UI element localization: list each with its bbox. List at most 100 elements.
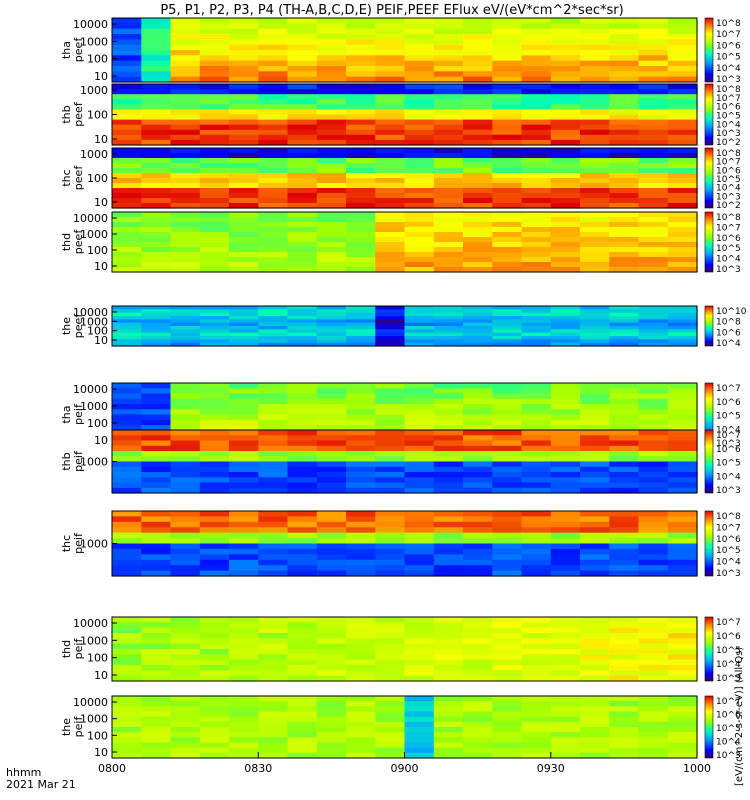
heatmap-cell xyxy=(141,622,172,629)
heatmap-cell xyxy=(258,71,289,78)
heatmap-cell xyxy=(375,217,406,223)
heatmap-cell xyxy=(667,306,698,310)
heatmap-cell xyxy=(638,306,669,310)
heatmap-cell xyxy=(492,617,523,623)
heatmap-cell xyxy=(258,633,289,639)
heatmap-cell xyxy=(346,527,376,534)
heatmap-cell xyxy=(375,139,406,146)
heatmap-cell xyxy=(141,711,172,718)
heatmap-cell xyxy=(141,466,172,473)
heatmap-cell xyxy=(199,487,230,494)
heatmap-cell xyxy=(229,752,259,759)
heatmap-cell xyxy=(404,55,435,62)
heatmap-cell xyxy=(667,649,698,655)
heatmap-cell xyxy=(375,654,406,661)
heatmap-cell xyxy=(170,445,201,452)
y-tick-label: 1000 xyxy=(80,315,108,328)
heatmap-cell xyxy=(141,430,172,436)
heatmap-cell xyxy=(287,217,318,223)
heatmap-cell xyxy=(550,309,581,314)
heatmap-cell xyxy=(638,696,669,702)
heatmap-cell xyxy=(287,319,318,324)
heatmap-cell xyxy=(316,548,347,555)
heatmap-cell xyxy=(112,706,142,713)
heatmap-cell xyxy=(316,50,347,56)
colorbar-tick-label: 10^3 xyxy=(716,75,741,85)
heatmap-cell xyxy=(404,409,435,416)
heatmap-cell xyxy=(375,559,406,566)
heatmap-cell xyxy=(229,627,259,634)
heatmap-cell xyxy=(346,316,376,320)
heatmap-cell xyxy=(229,554,259,561)
heatmap-cell xyxy=(609,404,640,410)
heatmap-cell xyxy=(375,28,406,35)
heatmap-cell xyxy=(258,163,289,169)
heatmap-cell xyxy=(492,472,523,478)
heatmap-cell xyxy=(463,543,493,550)
heatmap-cell xyxy=(141,665,172,671)
heatmap-cell xyxy=(199,721,230,728)
heatmap-cell xyxy=(112,398,142,405)
heatmap-cell xyxy=(316,168,347,174)
heatmap-cell xyxy=(492,554,523,561)
heatmap-cell xyxy=(316,654,347,661)
heatmap-cell xyxy=(258,425,289,431)
heatmap-cell xyxy=(492,319,523,324)
panel-ylabel: peif xyxy=(72,532,85,554)
heatmap-cell xyxy=(404,554,435,561)
heatmap-cell xyxy=(112,559,142,566)
heatmap-cell xyxy=(550,203,581,209)
heatmap-cell xyxy=(316,18,347,24)
heatmap-cell xyxy=(550,617,581,623)
heatmap-cell xyxy=(667,622,698,629)
heatmap-cell xyxy=(316,430,347,436)
heatmap-cell xyxy=(375,119,406,126)
heatmap-cell xyxy=(170,548,201,555)
heatmap-cell xyxy=(638,721,669,728)
heatmap-cell xyxy=(580,727,610,733)
heatmap-cell xyxy=(580,193,610,199)
heatmap-cell xyxy=(550,696,581,702)
heatmap-cell xyxy=(112,173,142,179)
heatmap-cell xyxy=(287,670,318,677)
heatmap-cell xyxy=(492,139,523,146)
heatmap-cell xyxy=(492,262,523,268)
heatmap-cell xyxy=(580,319,610,324)
heatmap-cell xyxy=(609,727,640,733)
heatmap-cell xyxy=(580,332,610,337)
heatmap-cell xyxy=(112,511,142,517)
heatmap-cell xyxy=(170,617,201,623)
colorbar-tick-label: 10^8 xyxy=(716,512,741,522)
heatmap-cell xyxy=(433,124,464,131)
heatmap-cell xyxy=(521,312,552,317)
colorbar-tick-label: 10^7 xyxy=(716,431,741,441)
heatmap-cell xyxy=(375,742,406,749)
heatmap-cell xyxy=(433,461,464,468)
heatmap-cell xyxy=(521,404,552,410)
heatmap-cell xyxy=(550,148,581,154)
heatmap-cell xyxy=(609,398,640,405)
colorbar xyxy=(704,305,714,347)
heatmap-cell xyxy=(375,326,406,330)
heatmap-cell xyxy=(550,752,581,759)
heatmap-cell xyxy=(433,721,464,728)
heatmap-cell xyxy=(404,104,435,110)
heatmap-cell xyxy=(346,414,376,421)
heatmap-cell xyxy=(199,398,230,405)
heatmap-cell xyxy=(580,711,610,718)
heatmap-cell xyxy=(112,262,142,268)
heatmap-cell xyxy=(170,532,201,539)
heatmap-cell xyxy=(638,398,669,405)
heatmap-cell xyxy=(433,50,464,56)
heatmap-cell xyxy=(521,267,552,273)
heatmap-cell xyxy=(521,217,552,223)
heatmap-cell xyxy=(258,456,289,463)
heatmap-cell xyxy=(404,711,435,718)
heatmap-cell xyxy=(638,217,669,223)
heatmap-cell xyxy=(141,55,172,62)
heatmap-cell xyxy=(492,388,523,395)
heatmap-cell xyxy=(550,435,581,442)
heatmap-cell xyxy=(170,237,201,243)
heatmap-cell xyxy=(433,217,464,223)
heatmap-cell xyxy=(287,227,318,233)
